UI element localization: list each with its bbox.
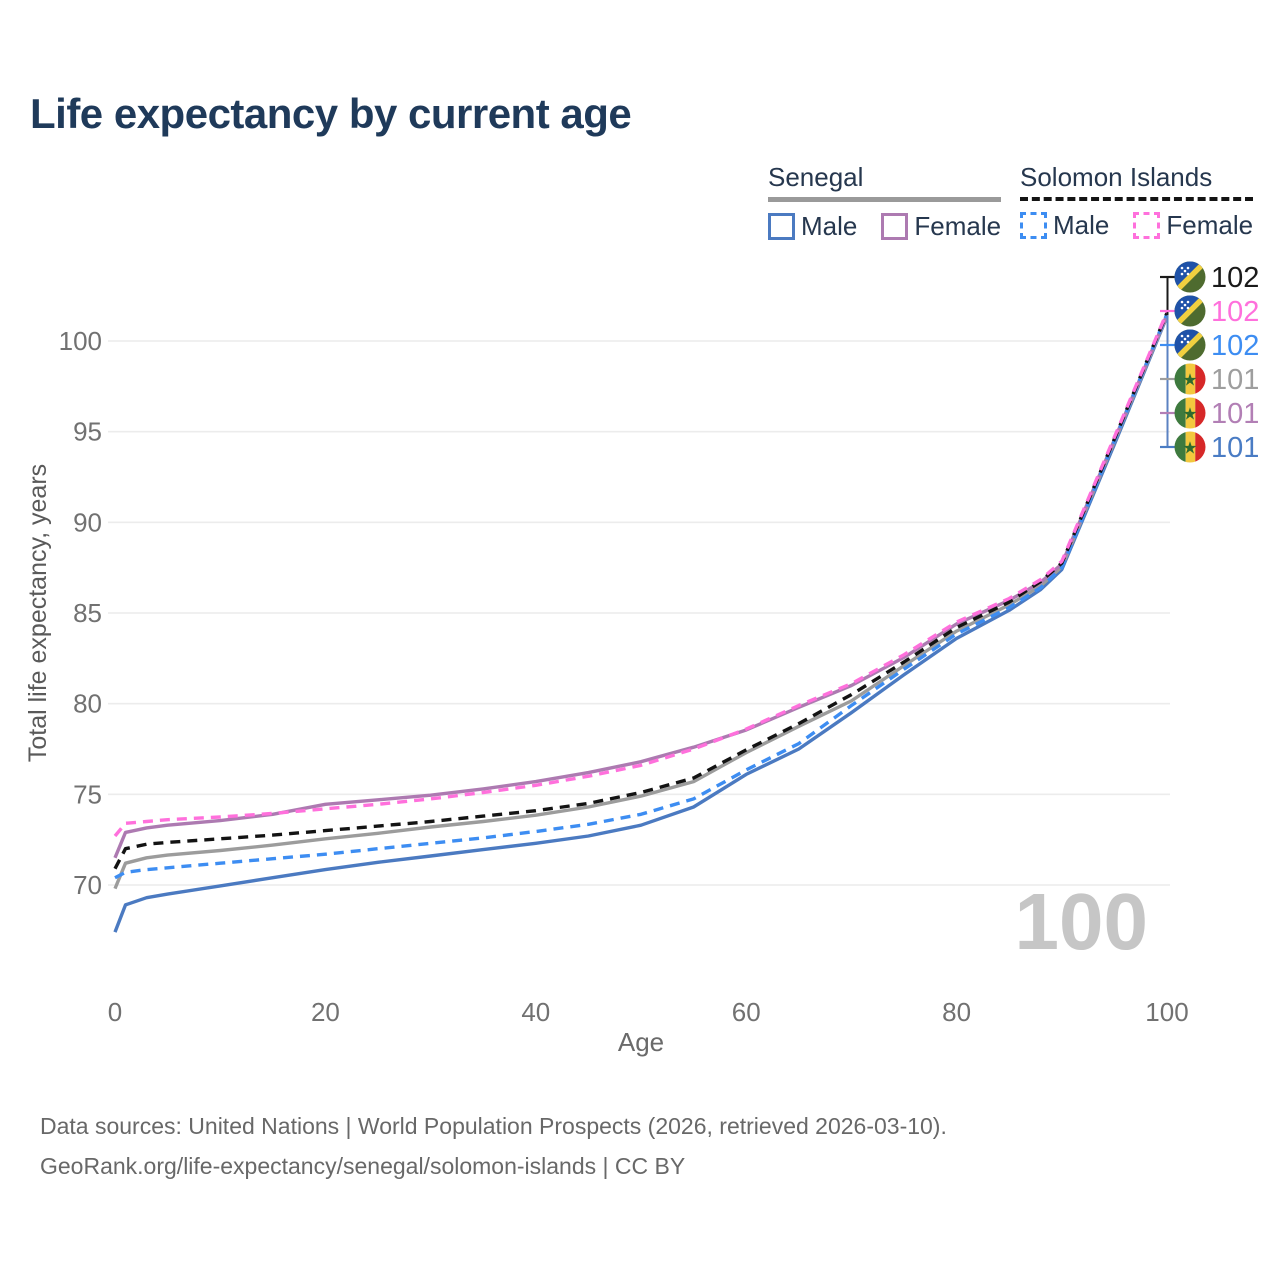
- y-tick-100: 100: [59, 326, 102, 356]
- life-expectancy-chart[interactable]: 70 75 80 85 90 95 100 0 20 40 60 80 100 Age Total life…: [0, 0, 1280, 1080]
- legend-label: Female: [1166, 210, 1254, 240]
- solomon-islands-flag-icon: [1174, 329, 1206, 361]
- y-tick-70: 70: [73, 870, 102, 900]
- legend-group-solomon-islands: Solomon Islands Male Female: [1020, 162, 1254, 241]
- legend-solomon-female[interactable]: Female: [1133, 210, 1253, 241]
- x-tick-20: 20: [311, 997, 340, 1027]
- senegal-flag-icon: ★: [1174, 363, 1206, 395]
- series-senegal-male[interactable]: [113, 315, 1169, 933]
- end-label-value: 101: [1211, 432, 1259, 464]
- legend-label: Male: [1053, 210, 1110, 240]
- x-tick-80: 80: [942, 997, 971, 1027]
- senegal-flag-icon: ★: [1174, 397, 1206, 429]
- x-axis-label: Age: [618, 1027, 664, 1057]
- y-tick-90: 90: [73, 507, 102, 537]
- legend-solomon-underline: [1020, 197, 1254, 201]
- legend-senegal-male[interactable]: Male: [768, 211, 857, 242]
- solomon-male-swatch: [1020, 212, 1047, 239]
- end-label-value: 102: [1211, 296, 1259, 328]
- legend-senegal-underline: [768, 197, 1002, 202]
- y-tick-85: 85: [73, 598, 102, 628]
- footer-attribution-link[interactable]: GeoRank.org/life-expectancy/senegal/solo…: [40, 1153, 686, 1179]
- x-tick-100: 100: [1145, 997, 1188, 1027]
- solomon-islands-flag-icon: [1174, 261, 1206, 293]
- y-axis-label: Total life expectancy, years: [24, 464, 52, 762]
- series-senegal-total[interactable]: [113, 314, 1169, 890]
- y-tick-80: 80: [73, 689, 102, 719]
- legend-solomon-title[interactable]: Solomon Islands: [1020, 162, 1213, 192]
- age-watermark: 100: [1014, 877, 1148, 966]
- end-label-value: 102: [1211, 330, 1259, 362]
- footer: Data sources: United Nations | World Pop…: [40, 1106, 947, 1186]
- solomon-islands-flag-icon: [1174, 295, 1206, 327]
- senegal-female-swatch: [881, 213, 909, 240]
- svg-text:★: ★: [1182, 439, 1197, 458]
- legend-senegal-title[interactable]: Senegal: [768, 162, 864, 192]
- senegal-male-swatch: [768, 213, 795, 240]
- x-tick-0: 0: [108, 997, 122, 1027]
- legend-label: Female: [914, 211, 1002, 241]
- senegal-flag-icon: ★: [1174, 431, 1206, 463]
- footer-data-sources: Data sources: United Nations | World Pop…: [40, 1113, 947, 1139]
- end-label-value: 101: [1211, 398, 1259, 430]
- x-tick-60: 60: [732, 997, 761, 1027]
- series-senegal-female[interactable]: [113, 314, 1169, 859]
- legend-solomon-male[interactable]: Male: [1020, 210, 1109, 241]
- y-tick-95: 95: [73, 417, 102, 447]
- end-label-value: 102: [1211, 262, 1259, 294]
- series-solomon-islands-female[interactable]: [113, 311, 1169, 838]
- legend-label: Male: [801, 211, 858, 241]
- solomon-female-swatch: [1133, 212, 1161, 239]
- svg-text:★: ★: [1182, 371, 1197, 390]
- page-title: Life expectancy by current age: [30, 90, 632, 137]
- legend-senegal-female[interactable]: Female: [881, 211, 1001, 242]
- y-tick-75: 75: [73, 779, 102, 809]
- svg-text:★: ★: [1182, 405, 1197, 424]
- series-solomon-islands-male[interactable]: [114, 313, 1169, 880]
- series-solomon-islands-total[interactable]: [113, 312, 1169, 870]
- end-label-value: 101: [1211, 364, 1259, 396]
- legend-group-senegal: Senegal Male Female: [768, 162, 1002, 242]
- x-tick-40: 40: [521, 997, 550, 1027]
